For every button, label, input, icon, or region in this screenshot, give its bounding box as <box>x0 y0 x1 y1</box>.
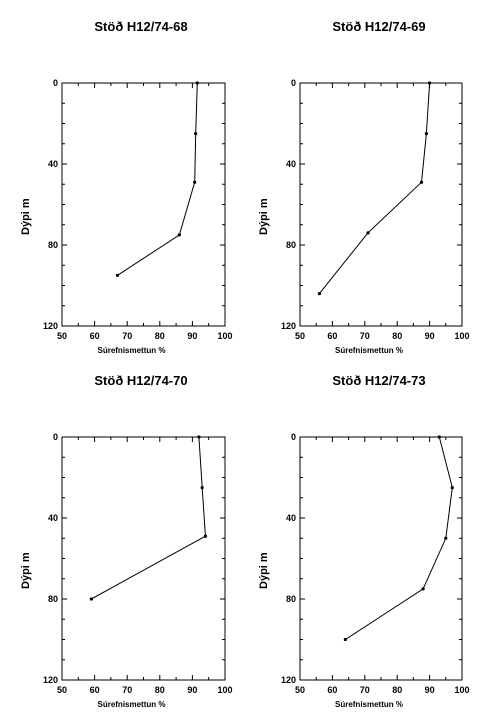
x-axis-label: Súrefnismettun % <box>335 346 403 355</box>
x-tick-label: 100 <box>217 685 232 695</box>
y-tick-label: 120 <box>43 675 58 685</box>
x-tick-label: 70 <box>360 331 370 341</box>
y-tick-label: 40 <box>286 513 296 523</box>
data-point <box>437 435 441 439</box>
series-line-0 <box>345 436 453 640</box>
series-line-0 <box>117 82 198 276</box>
chart-title: Stöð H12/74-69 <box>332 19 425 34</box>
y-tick-label: 80 <box>48 240 58 250</box>
y-tick-label: 0 <box>291 432 296 442</box>
x-tick-label: 80 <box>155 685 165 695</box>
x-tick-label: 70 <box>122 685 132 695</box>
data-point <box>317 292 322 296</box>
data-point <box>177 233 181 237</box>
x-tick-label: 100 <box>454 685 469 695</box>
y-tick-label: 40 <box>48 513 58 523</box>
x-tick-label: 90 <box>425 331 435 341</box>
y-tick-label: 0 <box>53 432 58 442</box>
y-tick-label: 80 <box>286 240 296 250</box>
data-point <box>450 486 454 490</box>
y-tick-label: 80 <box>286 594 296 604</box>
x-axis-label: Súrefnismettun % <box>335 700 403 709</box>
y-tick-label: 120 <box>43 321 58 331</box>
data-point <box>195 81 199 85</box>
plot-frame <box>61 82 226 327</box>
y-tick-label: 0 <box>53 78 58 88</box>
y-tick-label: 40 <box>48 159 58 169</box>
y-tick-label: 120 <box>281 321 296 331</box>
y-tick-label: 120 <box>281 675 296 685</box>
y-axis-label: Dýpi m <box>20 552 32 589</box>
x-tick-label: 90 <box>187 331 197 341</box>
x-tick-label: 50 <box>57 331 67 341</box>
chart-panel-0: Stöð H12/74-68 50 60 70 80 90 100 0 40 80 120 Súref… <box>20 19 233 355</box>
data-point <box>366 231 370 235</box>
data-point <box>424 132 428 136</box>
data-point <box>200 486 204 490</box>
data-point <box>203 534 208 538</box>
chart-title: Stöð H12/74-70 <box>94 373 187 388</box>
data-point <box>421 587 425 591</box>
x-tick-label: 100 <box>454 331 469 341</box>
data-point <box>419 180 424 184</box>
x-tick-label: 60 <box>90 331 100 341</box>
y-tick-label: 80 <box>48 594 58 604</box>
data-point <box>89 597 93 601</box>
y-axis-label: Dýpi m <box>20 198 32 235</box>
x-tick-label: 60 <box>90 685 100 695</box>
x-tick-label: 70 <box>360 685 370 695</box>
y-tick-label: 40 <box>286 159 296 169</box>
data-point <box>193 180 197 184</box>
x-axis-label: Súrefnismettun % <box>97 346 165 355</box>
plot-frame <box>61 436 226 681</box>
x-tick-label: 80 <box>155 331 165 341</box>
plot-frame <box>299 436 463 681</box>
data-point <box>197 435 201 439</box>
data-point <box>444 536 448 540</box>
plot-frame <box>299 82 463 327</box>
x-tick-label: 90 <box>187 685 197 695</box>
chart-panel-3: Stöð H12/74-73 50 60 70 80 90 100 0 40 80 120 Súref… <box>258 373 470 709</box>
chart-title: Stöð H12/74-68 <box>94 19 187 34</box>
x-tick-label: 60 <box>327 685 337 695</box>
x-tick-label: 50 <box>57 685 67 695</box>
data-point <box>428 81 432 85</box>
y-axis-label: Dýpi m <box>258 552 270 589</box>
x-tick-label: 80 <box>392 685 402 695</box>
series-line-0 <box>91 436 206 600</box>
chart-panel-2: Stöð H12/74-70 50 60 70 80 90 100 0 40 80 120 Súref… <box>20 373 233 709</box>
x-tick-label: 60 <box>327 331 337 341</box>
chart-panel-1: Stöð H12/74-69 50 60 70 80 90 100 0 40 80 120 Súref… <box>258 19 470 355</box>
x-tick-label: 50 <box>295 685 305 695</box>
x-tick-label: 80 <box>392 331 402 341</box>
series-line-0 <box>319 82 431 294</box>
x-tick-label: 90 <box>425 685 435 695</box>
data-point <box>115 273 120 277</box>
y-axis-label: Dýpi m <box>258 198 270 235</box>
y-tick-label: 0 <box>291 78 296 88</box>
chart-title: Stöð H12/74-73 <box>332 373 425 388</box>
data-point <box>343 637 347 642</box>
x-axis-label: Súrefnismettun % <box>97 700 165 709</box>
x-tick-label: 70 <box>122 331 132 341</box>
data-point <box>194 132 198 136</box>
x-tick-label: 50 <box>295 331 305 341</box>
x-tick-label: 100 <box>217 331 232 341</box>
